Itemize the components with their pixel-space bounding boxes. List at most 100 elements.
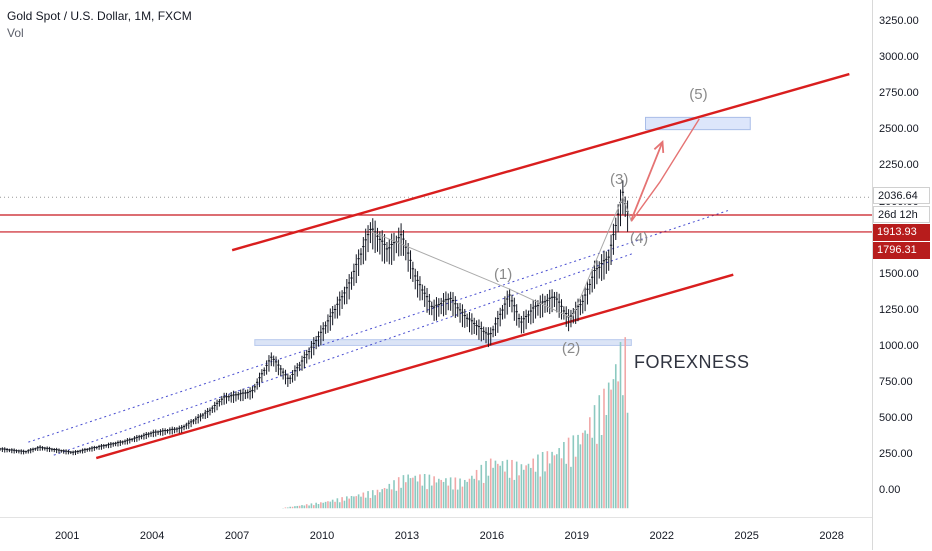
volume-bar bbox=[492, 468, 494, 508]
volume-bar bbox=[363, 493, 365, 509]
volume-bar bbox=[478, 480, 480, 508]
volume-bar bbox=[360, 497, 362, 509]
volume-bar bbox=[306, 504, 308, 508]
volume-bar bbox=[627, 413, 629, 508]
volume-bar bbox=[438, 479, 440, 508]
volume-bar bbox=[287, 507, 289, 508]
volume-bar bbox=[348, 499, 350, 509]
price-plot[interactable] bbox=[0, 0, 872, 517]
volume-bar bbox=[393, 480, 395, 508]
price-tick-label: 3000.00 bbox=[879, 51, 919, 63]
time-tick-label: 2025 bbox=[734, 530, 758, 542]
price-tick-label: 0.00 bbox=[879, 484, 900, 496]
volume-bar bbox=[447, 486, 449, 509]
volume-bar bbox=[469, 479, 471, 508]
volume-bar bbox=[384, 488, 386, 508]
volume-bar bbox=[355, 496, 357, 508]
volume-bar bbox=[386, 489, 388, 508]
volume-bar bbox=[523, 470, 525, 508]
wave-label-3: (3) bbox=[610, 171, 628, 188]
projection-arrow bbox=[631, 142, 662, 220]
volume-bar bbox=[594, 405, 596, 508]
volume-bar bbox=[377, 490, 379, 508]
volume-bar bbox=[565, 464, 567, 508]
price-axis[interactable]: 3250.003000.002750.002500.002250.002000.… bbox=[872, 0, 932, 550]
volume-bar bbox=[391, 489, 393, 508]
volume-bar bbox=[530, 468, 532, 508]
time-tick-label: 2013 bbox=[395, 530, 419, 542]
volume-bar bbox=[587, 434, 589, 508]
volume-bar bbox=[596, 444, 598, 508]
channel-upper-line bbox=[232, 74, 849, 250]
volume-bar bbox=[422, 486, 424, 509]
volume-bar bbox=[518, 475, 520, 508]
volume-bar bbox=[497, 464, 499, 508]
volume-bar bbox=[414, 476, 416, 508]
volume-bar bbox=[488, 476, 490, 509]
volume-bar bbox=[315, 503, 317, 509]
volume-bar bbox=[544, 471, 546, 508]
price-tick-label: 250.00 bbox=[879, 448, 913, 460]
volume-bar bbox=[330, 502, 332, 509]
volume-bar bbox=[483, 483, 485, 508]
volume-bar bbox=[325, 502, 327, 508]
price-badge-level: 1796.31 bbox=[873, 242, 930, 259]
volume-bar bbox=[570, 467, 572, 508]
volume-bar bbox=[320, 502, 322, 508]
volume-bar bbox=[403, 475, 405, 508]
volume-bar bbox=[410, 478, 412, 508]
volume-bar bbox=[304, 506, 306, 509]
volume-bar bbox=[353, 496, 355, 508]
price-tick-label: 750.00 bbox=[879, 376, 913, 388]
time-tick-label: 2019 bbox=[565, 530, 589, 542]
volume-bar bbox=[601, 435, 603, 508]
time-tick-label: 2016 bbox=[480, 530, 504, 542]
volume-bar bbox=[346, 496, 348, 508]
price-tick-label: 500.00 bbox=[879, 412, 913, 424]
wave-label-4: (4) bbox=[630, 230, 648, 247]
volume-bar bbox=[575, 457, 577, 509]
volume-bar bbox=[308, 505, 310, 508]
volume-bar bbox=[521, 464, 523, 508]
volume-bar bbox=[615, 364, 617, 508]
volume-bar bbox=[495, 461, 497, 509]
volume-bar bbox=[372, 490, 374, 508]
volume-bar bbox=[598, 395, 600, 508]
price-badge-last: 2036.64 bbox=[873, 187, 930, 204]
volume-bar bbox=[400, 488, 402, 508]
volume-bar bbox=[452, 489, 454, 508]
volume-bar bbox=[535, 472, 537, 508]
volume-bar bbox=[511, 460, 513, 508]
price-badge-countdown: 26d 12h bbox=[873, 206, 930, 223]
volume-bar bbox=[426, 489, 428, 508]
volume-bar bbox=[532, 459, 534, 509]
volume-bar bbox=[327, 501, 329, 508]
volume-bar bbox=[573, 435, 575, 508]
volume-bar bbox=[556, 454, 558, 508]
volume-bar bbox=[337, 498, 339, 508]
price-tick-label: 2500.00 bbox=[879, 123, 919, 135]
volume-bar bbox=[445, 478, 447, 508]
volume-bar bbox=[480, 465, 482, 508]
time-tick-label: 2004 bbox=[140, 530, 164, 542]
volume-bar bbox=[591, 438, 593, 508]
volume-bar bbox=[299, 506, 301, 508]
volume-bar bbox=[471, 476, 473, 508]
volume-bar bbox=[311, 503, 313, 508]
volume-bar bbox=[459, 479, 461, 509]
volume-bar bbox=[613, 379, 615, 508]
volume-bar bbox=[568, 438, 570, 509]
volume-bar bbox=[322, 503, 324, 508]
volume-bar bbox=[620, 342, 622, 508]
volume-bar bbox=[313, 505, 315, 508]
volume-bar bbox=[424, 474, 426, 508]
volume-bar bbox=[551, 452, 553, 508]
volume-bar bbox=[558, 448, 560, 508]
volume-bar bbox=[464, 480, 466, 508]
volume-bar bbox=[577, 435, 579, 508]
volume-bar bbox=[528, 464, 530, 508]
volume-bar bbox=[554, 455, 556, 508]
volume-bar bbox=[584, 430, 586, 508]
